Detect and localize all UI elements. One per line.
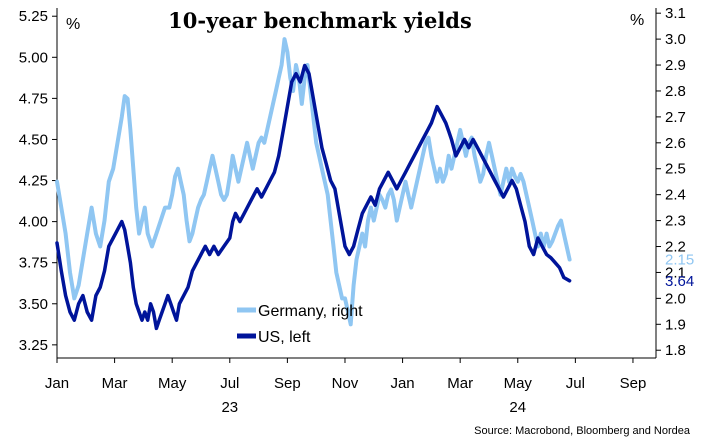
right-tick-label: 1.9 xyxy=(665,316,686,333)
left-tick-label: 5.00 xyxy=(19,49,48,66)
legend-label-us: US, left xyxy=(258,329,311,346)
series-lines xyxy=(55,37,572,331)
left-tick-label: 4.75 xyxy=(19,90,48,107)
right-axis-unit: % xyxy=(630,12,644,29)
x-tick-label: Sep xyxy=(274,375,301,392)
source-note: Source: Macrobond, Bloomberg and Nordea xyxy=(474,425,691,437)
x-tick-label: Mar xyxy=(102,375,128,392)
series-line-us xyxy=(55,63,572,331)
year-label: 23 xyxy=(221,399,238,416)
right-tick-label: 1.8 xyxy=(665,342,686,359)
chart-title: 10-year benchmark yields xyxy=(168,8,472,33)
x-tick-label: Nov xyxy=(332,375,359,392)
legend: Germany, right US, left xyxy=(237,303,363,346)
end-label-us: 3.64 xyxy=(665,273,694,290)
left-tick-label: 5.25 xyxy=(19,8,48,25)
left-tick-label: 4.25 xyxy=(19,173,48,190)
right-tick-label: 2.4 xyxy=(665,187,686,204)
right-tick-label: 2.6 xyxy=(665,135,686,152)
x-tick-label: Jan xyxy=(45,375,69,392)
right-axis-ticks: 3.1 3.0 2.9 2.8 2.7 2.6 2.5 2.4 2.3 2.2 2.1 2.0 1.9 1… xyxy=(656,5,686,359)
x-tick-label: Sep xyxy=(620,375,647,392)
right-tick-label: 2.8 xyxy=(665,83,686,100)
left-tick-label: 3.50 xyxy=(19,296,48,313)
right-tick-label: 3.0 xyxy=(665,31,686,48)
x-tick-label: Jul xyxy=(566,375,585,392)
x-axis-ticks: Jan Mar May Jul Sep Nov Jan Mar May Jul Sep 23 24 xyxy=(45,358,646,416)
x-tick-label: Jul xyxy=(220,375,239,392)
x-tick-label: Jan xyxy=(390,375,414,392)
left-tick-label: 3.75 xyxy=(19,255,48,272)
right-tick-label: 2.7 xyxy=(665,109,686,126)
right-tick-label: 2.2 xyxy=(665,239,686,256)
end-label-germany: 2.15 xyxy=(665,251,694,268)
right-tick-label: 2.3 xyxy=(665,213,686,230)
x-tick-label: May xyxy=(158,375,187,392)
right-tick-label: 2.9 xyxy=(665,57,686,74)
x-tick-label: Mar xyxy=(447,375,473,392)
x-tick-label: May xyxy=(504,375,533,392)
end-labels: 2.15 3.64 xyxy=(665,251,694,289)
year-label: 24 xyxy=(509,399,526,416)
right-tick-label: 2.0 xyxy=(665,290,686,307)
left-axis-ticks: 5.25 5.00 4.75 4.50 4.25 4.00 3.75 3.50 3.25 xyxy=(19,8,57,354)
left-tick-label: 4.00 xyxy=(19,214,48,231)
legend-label-germany: Germany, right xyxy=(258,303,363,320)
series-line-germany xyxy=(55,37,572,327)
right-tick-label: 2.1 xyxy=(665,264,686,281)
right-tick-label: 3.1 xyxy=(665,5,686,22)
left-tick-label: 4.50 xyxy=(19,131,48,148)
left-tick-label: 3.25 xyxy=(19,337,48,354)
right-tick-label: 2.5 xyxy=(665,161,686,178)
left-axis-unit: % xyxy=(66,16,80,33)
